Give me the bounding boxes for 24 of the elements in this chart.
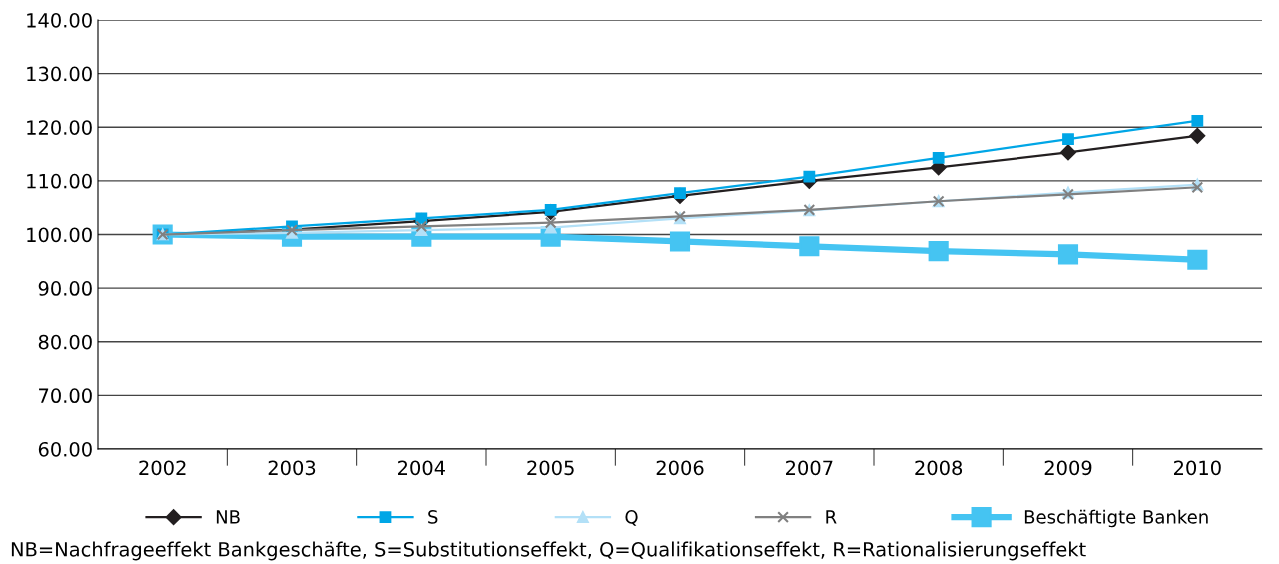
legend-label: Beschäftigte Banken bbox=[1024, 509, 1208, 528]
y-tick-label: 90.00 bbox=[38, 281, 92, 296]
text: NB=Nachfrageeffekt Bankgeschäfte, S=Substitutionseffekt, Q=Qualifikationseffekt, R=Rationalisierungseffekt bbox=[11, 541, 1086, 561]
y-tick-label: 110.00 bbox=[27, 173, 92, 189]
legend-label: Q bbox=[625, 510, 638, 526]
x-tick-label: 2007 bbox=[786, 460, 833, 476]
x-tick-label: 2005 bbox=[527, 460, 574, 476]
y-tick-label: 130.00 bbox=[27, 66, 92, 82]
x-tick-label: 2009 bbox=[1044, 460, 1092, 476]
y-tick-label: 100.00 bbox=[27, 227, 92, 243]
legend-label: NB bbox=[216, 510, 240, 524]
y-tick-label: 70.00 bbox=[39, 388, 92, 404]
y-tick-label: 60.00 bbox=[38, 441, 92, 457]
x-tick-label: 2004 bbox=[398, 460, 445, 476]
x-tick-label: 2002 bbox=[139, 460, 186, 476]
y-tick-label: 140.00 bbox=[27, 12, 92, 28]
x-tick-label: 2003 bbox=[268, 460, 316, 476]
x-tick-label: 2008 bbox=[915, 460, 963, 476]
legend-label: R bbox=[826, 510, 837, 524]
legend-label: S bbox=[428, 510, 438, 524]
x-tick-label: 2010 bbox=[1174, 460, 1221, 476]
y-tick-label: 80.00 bbox=[38, 334, 92, 350]
y-tick-label: 120.00 bbox=[27, 120, 92, 135]
x-tick-label: 2006 bbox=[656, 460, 704, 476]
